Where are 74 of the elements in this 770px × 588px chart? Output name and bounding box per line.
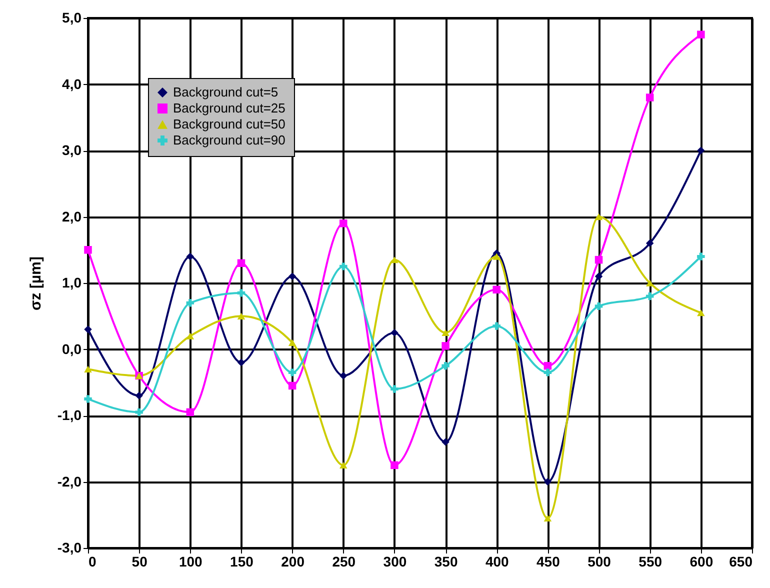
y-tick-label: 5,0 — [62, 10, 82, 26]
y-tick-label: 1,0 — [62, 274, 82, 290]
point — [646, 292, 654, 300]
point — [340, 220, 348, 228]
point — [288, 382, 296, 390]
legend-label: Background cut=5 — [173, 84, 278, 100]
x-tick-label: 550 — [638, 554, 662, 570]
x-tick-label: 650 — [729, 554, 753, 570]
point — [340, 462, 348, 469]
legend-label: Background cut=90 — [173, 132, 286, 148]
point — [288, 368, 296, 376]
point — [340, 262, 348, 270]
x-tick-label: 50 — [132, 554, 148, 570]
point — [442, 362, 450, 370]
point — [646, 239, 654, 248]
point — [697, 252, 705, 260]
point — [594, 302, 603, 310]
x-tick-label: 150 — [230, 554, 254, 570]
point — [544, 368, 552, 376]
point — [340, 372, 348, 380]
point — [288, 339, 296, 346]
x-tick-label: 600 — [690, 554, 714, 570]
x-tick-label: 350 — [434, 554, 458, 570]
point — [186, 408, 194, 416]
point — [544, 514, 552, 522]
y-tick-label: 4,0 — [62, 76, 82, 92]
point — [237, 358, 246, 366]
y-tick-label: 0,0 — [62, 340, 82, 357]
legend-label: Background cut=50 — [173, 116, 286, 132]
point — [697, 146, 705, 154]
point — [646, 94, 654, 102]
x-tick-label: 0 — [88, 554, 96, 570]
x-tick-label: 400 — [485, 554, 510, 570]
point — [390, 385, 398, 393]
x-tick-label: 100 — [178, 554, 203, 570]
point — [697, 309, 705, 316]
point — [288, 272, 296, 280]
point — [186, 332, 194, 340]
point — [492, 253, 500, 260]
point — [594, 256, 603, 264]
point — [390, 328, 398, 337]
point — [544, 478, 552, 486]
point — [84, 366, 92, 372]
y-tick-label: 2,0 — [62, 208, 82, 224]
x-tick-label: 250 — [332, 554, 356, 570]
point — [697, 30, 705, 38]
point — [442, 342, 450, 350]
point — [390, 461, 398, 470]
y-tick-label: -1,0 — [57, 407, 82, 423]
point — [492, 286, 500, 294]
point — [442, 329, 450, 336]
point — [237, 289, 246, 297]
legend-label: Background cut=25 — [173, 100, 286, 116]
y-axis-title: σz [µm] — [27, 256, 44, 310]
point — [84, 246, 92, 254]
x-tick-label: 450 — [536, 554, 560, 570]
point — [237, 259, 246, 267]
x-tick-label: 300 — [383, 554, 407, 570]
point — [186, 252, 194, 260]
point — [594, 272, 603, 280]
x-tick-label: 500 — [588, 554, 612, 570]
y-tick-label: -3,0 — [57, 540, 82, 556]
y-tick-label: 3,0 — [62, 142, 82, 158]
point — [186, 299, 194, 307]
point — [492, 322, 500, 330]
point — [237, 312, 246, 320]
point — [442, 438, 450, 446]
point — [84, 326, 92, 334]
point — [84, 395, 92, 403]
y-tick-label: -2,0 — [57, 473, 82, 490]
point — [390, 256, 398, 264]
x-tick-label: 200 — [281, 554, 305, 570]
point — [135, 408, 143, 416]
point — [135, 392, 143, 400]
